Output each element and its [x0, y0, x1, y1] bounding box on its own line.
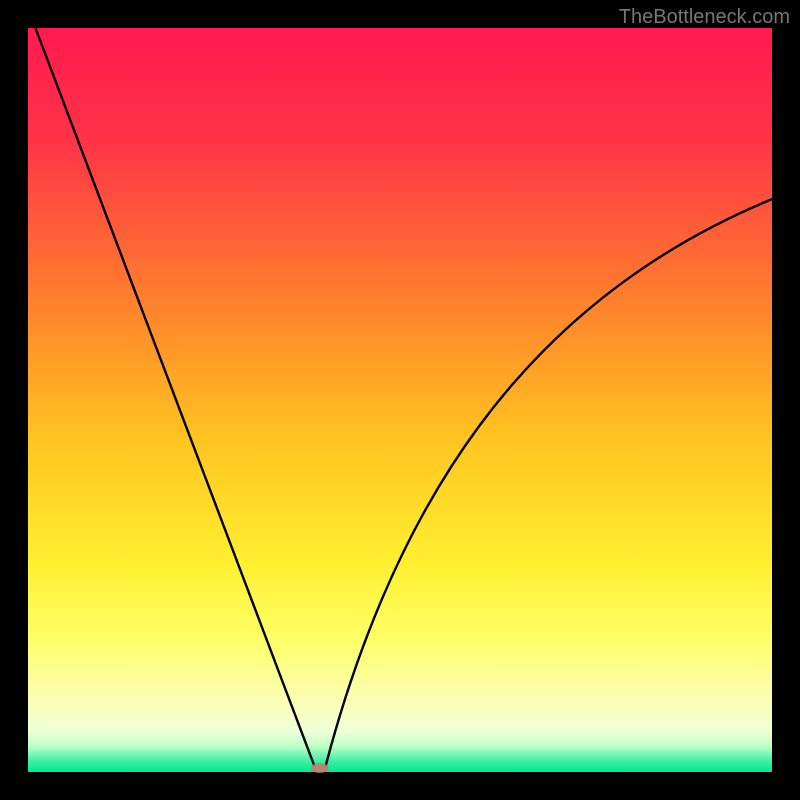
bottleneck-chart: TheBottleneck.com: [0, 0, 800, 800]
chart-svg: [0, 0, 800, 800]
minimum-marker: [311, 763, 329, 773]
chart-background: [28, 28, 772, 772]
watermark-text: TheBottleneck.com: [619, 6, 790, 29]
